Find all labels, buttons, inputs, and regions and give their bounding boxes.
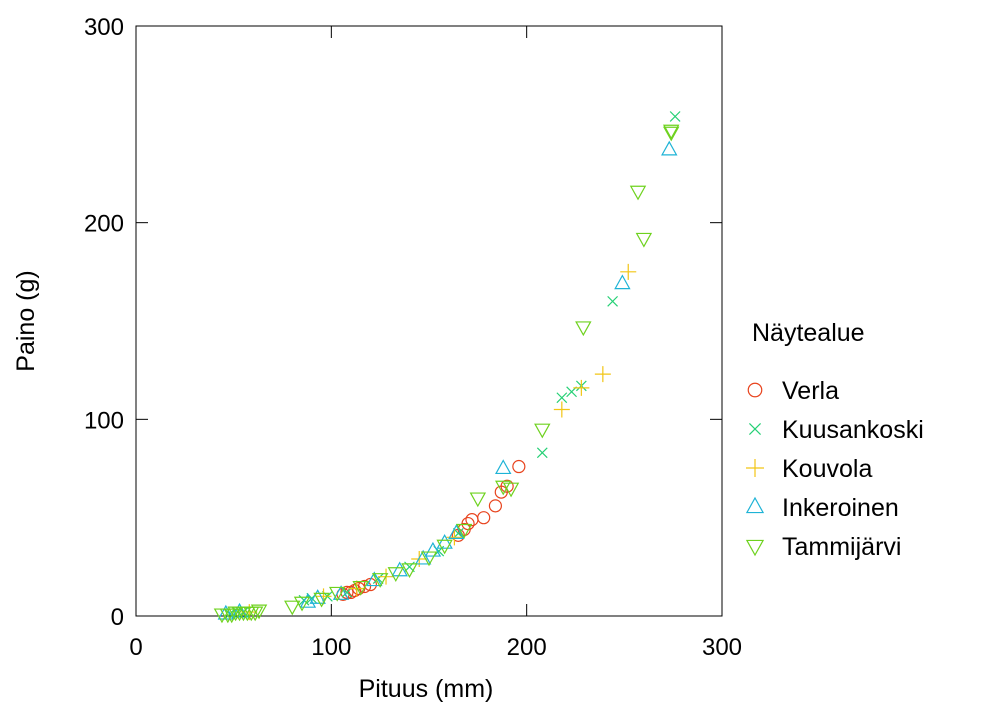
data-point — [293, 596, 311, 612]
data-point — [424, 541, 442, 557]
data-point — [401, 563, 418, 579]
y-tick-label: 200 — [84, 211, 124, 238]
x-tick-label: 0 — [129, 634, 142, 661]
y-tick-label: 0 — [111, 604, 124, 631]
data-point — [309, 589, 326, 604]
legend-label: Verla — [782, 377, 839, 405]
data-point — [495, 459, 512, 475]
series-1 — [224, 111, 681, 620]
legend-item: Tammijärvi — [745, 533, 901, 561]
data-point — [436, 539, 453, 555]
data-point — [448, 524, 465, 539]
data-point — [284, 600, 301, 616]
data-point — [534, 423, 551, 439]
plot-frame — [135, 25, 723, 617]
legend: Näytealue Verla Kuusankoski Kouvola Inkeroi… — [745, 319, 924, 561]
data-point — [500, 479, 514, 493]
legend-item: Inkeroinen — [745, 494, 899, 522]
legend-item: Kouvola — [746, 455, 872, 483]
data-point — [629, 185, 647, 201]
y-axis-title: Paino (g) — [12, 270, 40, 371]
data-point — [357, 579, 372, 594]
data-point — [420, 551, 438, 567]
legend-title: Näytealue — [752, 319, 865, 347]
data-point — [620, 263, 637, 280]
data-point — [313, 592, 330, 608]
x-axis-title: Pituus (mm) — [359, 675, 494, 703]
data-point — [352, 580, 369, 596]
data-point — [594, 366, 611, 383]
legend-marker — [746, 459, 764, 477]
series-4 — [213, 124, 680, 624]
data-point — [328, 586, 346, 602]
data-point — [669, 111, 681, 122]
data-point — [477, 511, 491, 525]
x-tick-label: 300 — [702, 634, 742, 661]
data-point — [436, 533, 453, 549]
data-point — [455, 523, 473, 539]
data-point — [469, 492, 487, 508]
data-point — [661, 140, 678, 156]
legend-marker — [747, 382, 763, 398]
data-point — [575, 321, 592, 337]
legend-label: Inkeroinen — [782, 494, 899, 522]
data-point — [488, 499, 503, 513]
legend-label: Tammijärvi — [782, 533, 901, 561]
data-point — [512, 459, 526, 474]
legend-item: Verla — [747, 377, 839, 405]
data-point — [573, 379, 590, 396]
data-point — [566, 386, 577, 398]
series-2 — [241, 263, 637, 621]
data-point — [332, 585, 350, 600]
legend-item: Kuusankoski — [748, 416, 924, 444]
legend-label: Kuusankoski — [782, 416, 924, 444]
data-point — [246, 606, 264, 622]
y-axis: 0 100 200 300 — [84, 14, 722, 631]
data-point — [662, 124, 680, 140]
x-tick-label: 100 — [311, 634, 351, 661]
data-point — [553, 401, 570, 418]
data-point — [614, 274, 631, 290]
plot-area — [135, 25, 723, 624]
data-point — [231, 602, 248, 618]
data-point — [635, 232, 653, 248]
legend-label: Kouvola — [782, 455, 872, 483]
x-axis: 0 100 200 300 — [129, 26, 742, 661]
data-point — [250, 604, 268, 620]
legend-marker — [745, 539, 765, 557]
data-point — [502, 482, 520, 498]
data-point — [366, 571, 383, 587]
x-tick-label: 200 — [507, 634, 547, 661]
legend-marker — [748, 422, 762, 436]
y-tick-label: 300 — [84, 14, 124, 41]
data-point — [223, 608, 240, 624]
y-tick-label: 100 — [84, 407, 124, 434]
data-point — [414, 549, 432, 565]
data-point — [662, 126, 680, 142]
data-point — [387, 567, 405, 582]
data-point — [371, 573, 389, 588]
data-point — [556, 392, 568, 404]
data-point — [607, 295, 618, 307]
data-point — [536, 447, 548, 459]
data-point — [391, 561, 408, 577]
legend-marker — [745, 496, 765, 514]
